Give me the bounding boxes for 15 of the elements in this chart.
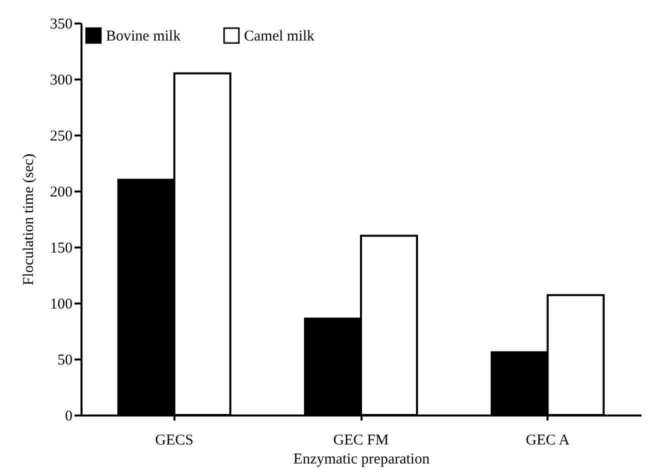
x-tick-label: GEC FM — [333, 432, 389, 448]
y-tick-label: 50 — [58, 352, 72, 368]
y-tick-label: 300 — [50, 72, 72, 88]
y-tick-label: 200 — [50, 184, 72, 200]
y-tick-label: 350 — [50, 16, 72, 32]
legend-label: Bovine milk — [106, 28, 182, 45]
y-tick-label: 250 — [50, 128, 72, 144]
y-tick-label: 150 — [50, 240, 72, 256]
legend-label: Camel milk — [244, 28, 315, 45]
y-tick-label: 0 — [65, 408, 72, 424]
y-tick-label: 100 — [50, 296, 72, 312]
y-axis-title: Floculation time (sec) — [21, 154, 37, 286]
x-axis-title: Enzymatic preparation — [293, 452, 430, 468]
x-tick-label: GECS — [155, 432, 194, 448]
x-tick-label: GEC A — [526, 432, 570, 448]
